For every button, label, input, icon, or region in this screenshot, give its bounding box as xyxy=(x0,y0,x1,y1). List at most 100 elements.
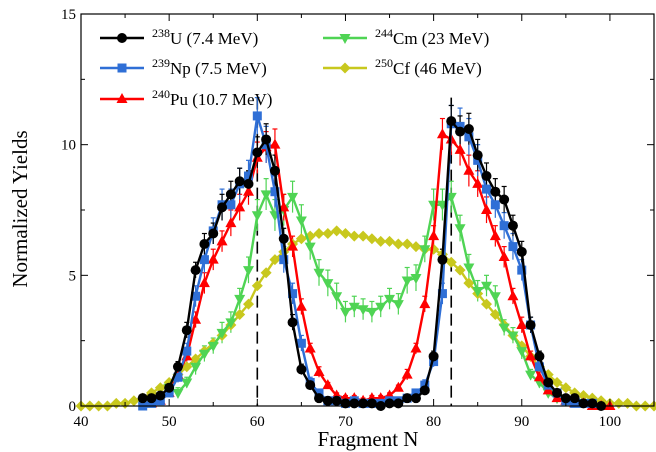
data-point xyxy=(128,395,140,407)
data-point xyxy=(260,267,272,279)
data-point xyxy=(401,368,413,379)
data-point xyxy=(463,263,475,274)
data-point xyxy=(181,378,193,389)
data-point xyxy=(199,238,210,249)
data-point xyxy=(234,309,246,321)
data-point xyxy=(137,393,148,404)
data-point xyxy=(190,362,202,373)
data-point xyxy=(420,380,430,390)
data-point xyxy=(322,379,334,390)
legend-label: 238U (7.4 MeV) xyxy=(152,26,258,48)
data-point xyxy=(234,294,246,305)
data-point xyxy=(516,246,527,257)
data-point xyxy=(569,393,580,404)
data-point xyxy=(437,289,447,299)
data-point xyxy=(357,305,369,316)
x-tick-label: 80 xyxy=(426,414,441,430)
data-point xyxy=(154,382,166,394)
legend-label: 244Cm (23 MeV) xyxy=(375,26,489,48)
data-point xyxy=(402,393,413,404)
data-point xyxy=(552,387,563,398)
legend-swatch-marker xyxy=(116,93,128,103)
legend-label-text: Np (7.5 MeV) xyxy=(170,59,267,78)
data-point xyxy=(401,238,413,250)
data-point xyxy=(392,238,404,250)
data-point xyxy=(242,266,254,277)
x-tick-label: 100 xyxy=(599,414,622,430)
data-point xyxy=(217,202,228,213)
data-point xyxy=(348,302,360,313)
x-axis-label: Fragment N xyxy=(318,427,419,451)
data-point xyxy=(445,256,457,268)
data-point xyxy=(198,277,210,288)
legend-swatch-marker xyxy=(117,33,127,43)
data-point xyxy=(198,349,210,360)
data-point xyxy=(348,230,360,242)
series-triangle-up xyxy=(146,128,616,410)
data-point xyxy=(279,255,289,265)
data-point xyxy=(481,298,493,310)
data-point xyxy=(419,385,430,396)
data-point xyxy=(234,176,245,187)
data-point xyxy=(199,255,209,265)
data-point xyxy=(349,398,360,409)
data-point xyxy=(261,134,272,145)
data-point xyxy=(243,178,254,189)
data-point xyxy=(543,377,554,388)
series-diamond xyxy=(75,225,656,412)
data-point xyxy=(464,132,474,142)
data-point xyxy=(454,143,466,154)
y-tick-label: 5 xyxy=(69,268,77,284)
y-tick-label: 10 xyxy=(61,138,76,154)
legend-label-text: Pu (10.7 MeV) xyxy=(170,90,272,109)
data-point xyxy=(366,307,378,318)
data-point xyxy=(155,396,165,406)
data-point xyxy=(216,328,228,339)
data-point xyxy=(225,217,237,228)
data-point xyxy=(304,342,316,353)
data-point xyxy=(560,382,572,394)
data-point xyxy=(463,277,475,289)
data-point xyxy=(287,317,298,328)
data-point xyxy=(437,254,448,265)
data-point xyxy=(269,254,281,266)
data-point xyxy=(454,264,466,276)
data-point xyxy=(339,307,351,318)
legend-label-text: Cf (46 MeV) xyxy=(393,59,482,78)
data-point xyxy=(190,265,201,276)
data-point xyxy=(331,292,343,303)
data-point xyxy=(305,380,316,391)
data-point xyxy=(375,235,387,247)
data-point xyxy=(278,233,289,244)
data-point xyxy=(287,240,299,251)
data-point xyxy=(331,395,342,406)
data-point xyxy=(560,393,571,404)
data-point xyxy=(489,309,501,321)
data-point xyxy=(429,357,439,367)
data-point xyxy=(366,398,377,409)
data-point xyxy=(260,190,272,201)
data-point xyxy=(551,376,563,388)
data-point xyxy=(410,273,422,284)
data-point xyxy=(534,362,544,372)
data-point xyxy=(419,245,431,256)
data-point xyxy=(498,251,510,262)
data-point xyxy=(313,228,325,240)
data-point xyxy=(251,280,263,292)
data-point xyxy=(251,211,263,222)
data-point xyxy=(489,230,501,241)
legend-item: 244Cm (23 MeV) xyxy=(323,26,489,48)
legend-label-mass-number: 238 xyxy=(152,26,170,40)
legend-label: 250Cf (46 MeV) xyxy=(375,56,482,78)
legend-swatch-marker xyxy=(339,34,351,44)
data-point xyxy=(489,292,501,303)
data-point xyxy=(490,200,500,210)
data-point xyxy=(482,184,492,194)
reference-lines xyxy=(256,97,453,406)
data-point xyxy=(455,121,465,131)
legend: 238U (7.4 MeV)239Np (7.5 MeV)240Pu (10.7… xyxy=(100,26,489,109)
data-point xyxy=(296,338,306,348)
data-point xyxy=(516,318,528,329)
data-point xyxy=(269,138,281,149)
x-tick-label: 60 xyxy=(250,414,265,430)
